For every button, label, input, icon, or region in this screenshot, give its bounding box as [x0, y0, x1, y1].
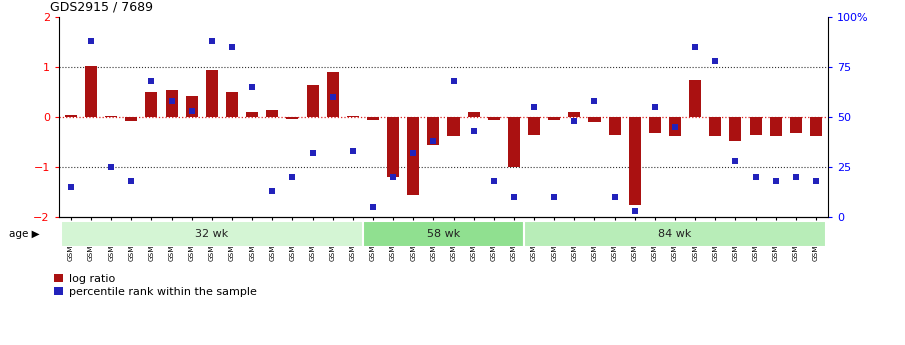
- Bar: [186, 96, 198, 117]
- Bar: [588, 117, 601, 122]
- Bar: [125, 117, 138, 121]
- Bar: [488, 117, 500, 120]
- Bar: [468, 112, 480, 117]
- Bar: [387, 117, 399, 177]
- Bar: [166, 90, 177, 117]
- Bar: [363, 221, 524, 247]
- Text: 84 wk: 84 wk: [658, 229, 691, 239]
- Bar: [508, 117, 520, 167]
- Legend: log ratio, percentile rank within the sample: log ratio, percentile rank within the sa…: [50, 269, 261, 301]
- Bar: [146, 92, 157, 117]
- Bar: [286, 117, 299, 119]
- Bar: [205, 70, 218, 117]
- Bar: [447, 117, 460, 136]
- Bar: [649, 117, 661, 133]
- Text: age ▶: age ▶: [9, 229, 40, 239]
- Bar: [105, 116, 118, 117]
- Bar: [85, 66, 97, 117]
- Bar: [769, 117, 782, 136]
- Bar: [327, 72, 338, 117]
- Bar: [608, 117, 621, 135]
- Bar: [810, 117, 822, 136]
- Bar: [367, 117, 379, 120]
- Bar: [669, 117, 681, 136]
- Bar: [427, 117, 440, 145]
- Text: GDS2915 / 7689: GDS2915 / 7689: [50, 1, 153, 14]
- Text: 32 wk: 32 wk: [195, 229, 228, 239]
- Bar: [790, 117, 802, 133]
- Bar: [226, 92, 238, 117]
- Bar: [689, 80, 701, 117]
- Bar: [347, 116, 359, 117]
- Bar: [568, 112, 580, 117]
- Bar: [528, 117, 540, 135]
- Bar: [548, 117, 560, 120]
- Bar: [524, 221, 826, 247]
- Bar: [729, 117, 741, 141]
- Bar: [61, 221, 363, 247]
- Text: 58 wk: 58 wk: [427, 229, 460, 239]
- Bar: [407, 117, 419, 195]
- Bar: [307, 85, 319, 117]
- Bar: [65, 115, 77, 117]
- Bar: [749, 117, 762, 135]
- Bar: [246, 112, 258, 117]
- Bar: [710, 117, 721, 136]
- Bar: [266, 110, 279, 117]
- Bar: [629, 117, 641, 205]
